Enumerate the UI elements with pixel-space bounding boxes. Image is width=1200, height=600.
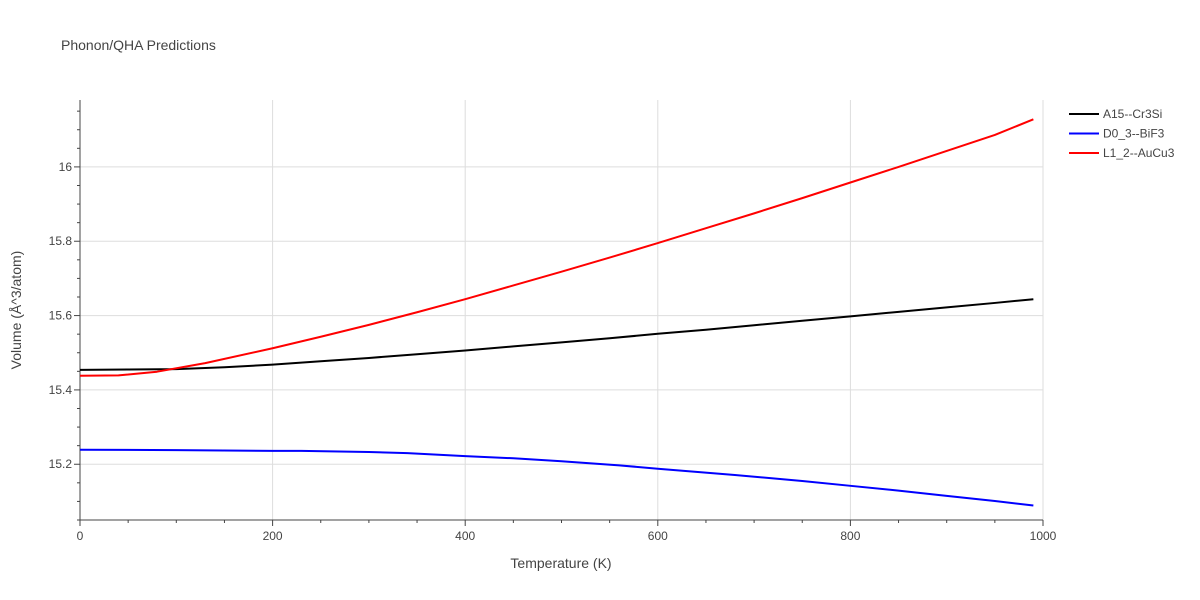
legend-item[interactable]: L1_2--AuCu3 — [1069, 146, 1175, 160]
x-tick-label: 1000 — [1030, 529, 1057, 543]
grid-lines — [80, 100, 1044, 520]
chart-title: Phonon/QHA Predictions — [61, 37, 216, 53]
series-line-2 — [79, 118, 1034, 377]
series-lines — [79, 118, 1034, 507]
y-tick-label: 15.6 — [49, 309, 73, 323]
legend-label: L1_2--AuCu3 — [1103, 146, 1175, 160]
series-line-0 — [79, 298, 1034, 371]
y-tick-label: 15.4 — [49, 383, 73, 397]
legend-item[interactable]: A15--Cr3Si — [1069, 107, 1162, 121]
x-tick-label: 600 — [648, 529, 668, 543]
x-tick-label: 800 — [840, 529, 860, 543]
legend-label: A15--Cr3Si — [1103, 107, 1162, 121]
x-tick-label: 0 — [77, 529, 84, 543]
y-tick-label: 15.8 — [49, 234, 73, 248]
legend-item[interactable]: D0_3--BiF3 — [1069, 127, 1165, 141]
x-axis-title: Temperature (K) — [510, 555, 611, 571]
y-tick-label: 15.2 — [49, 457, 73, 471]
x-tick-label: 200 — [263, 529, 283, 543]
axes: 0 200 400 600 800 1000 15.2 15.4 15.6 15.8 16 — [49, 100, 1057, 543]
x-tick-label: 400 — [455, 529, 475, 543]
legend[interactable]: A15--Cr3Si D0_3--BiF3 L1_2--AuCu3 — [1069, 107, 1175, 160]
series-line-1 — [79, 448, 1034, 507]
y-axis-title: Volume (Å^3/atom) — [8, 251, 24, 370]
y-tick-label: 16 — [59, 160, 73, 174]
legend-label: D0_3--BiF3 — [1103, 127, 1165, 141]
